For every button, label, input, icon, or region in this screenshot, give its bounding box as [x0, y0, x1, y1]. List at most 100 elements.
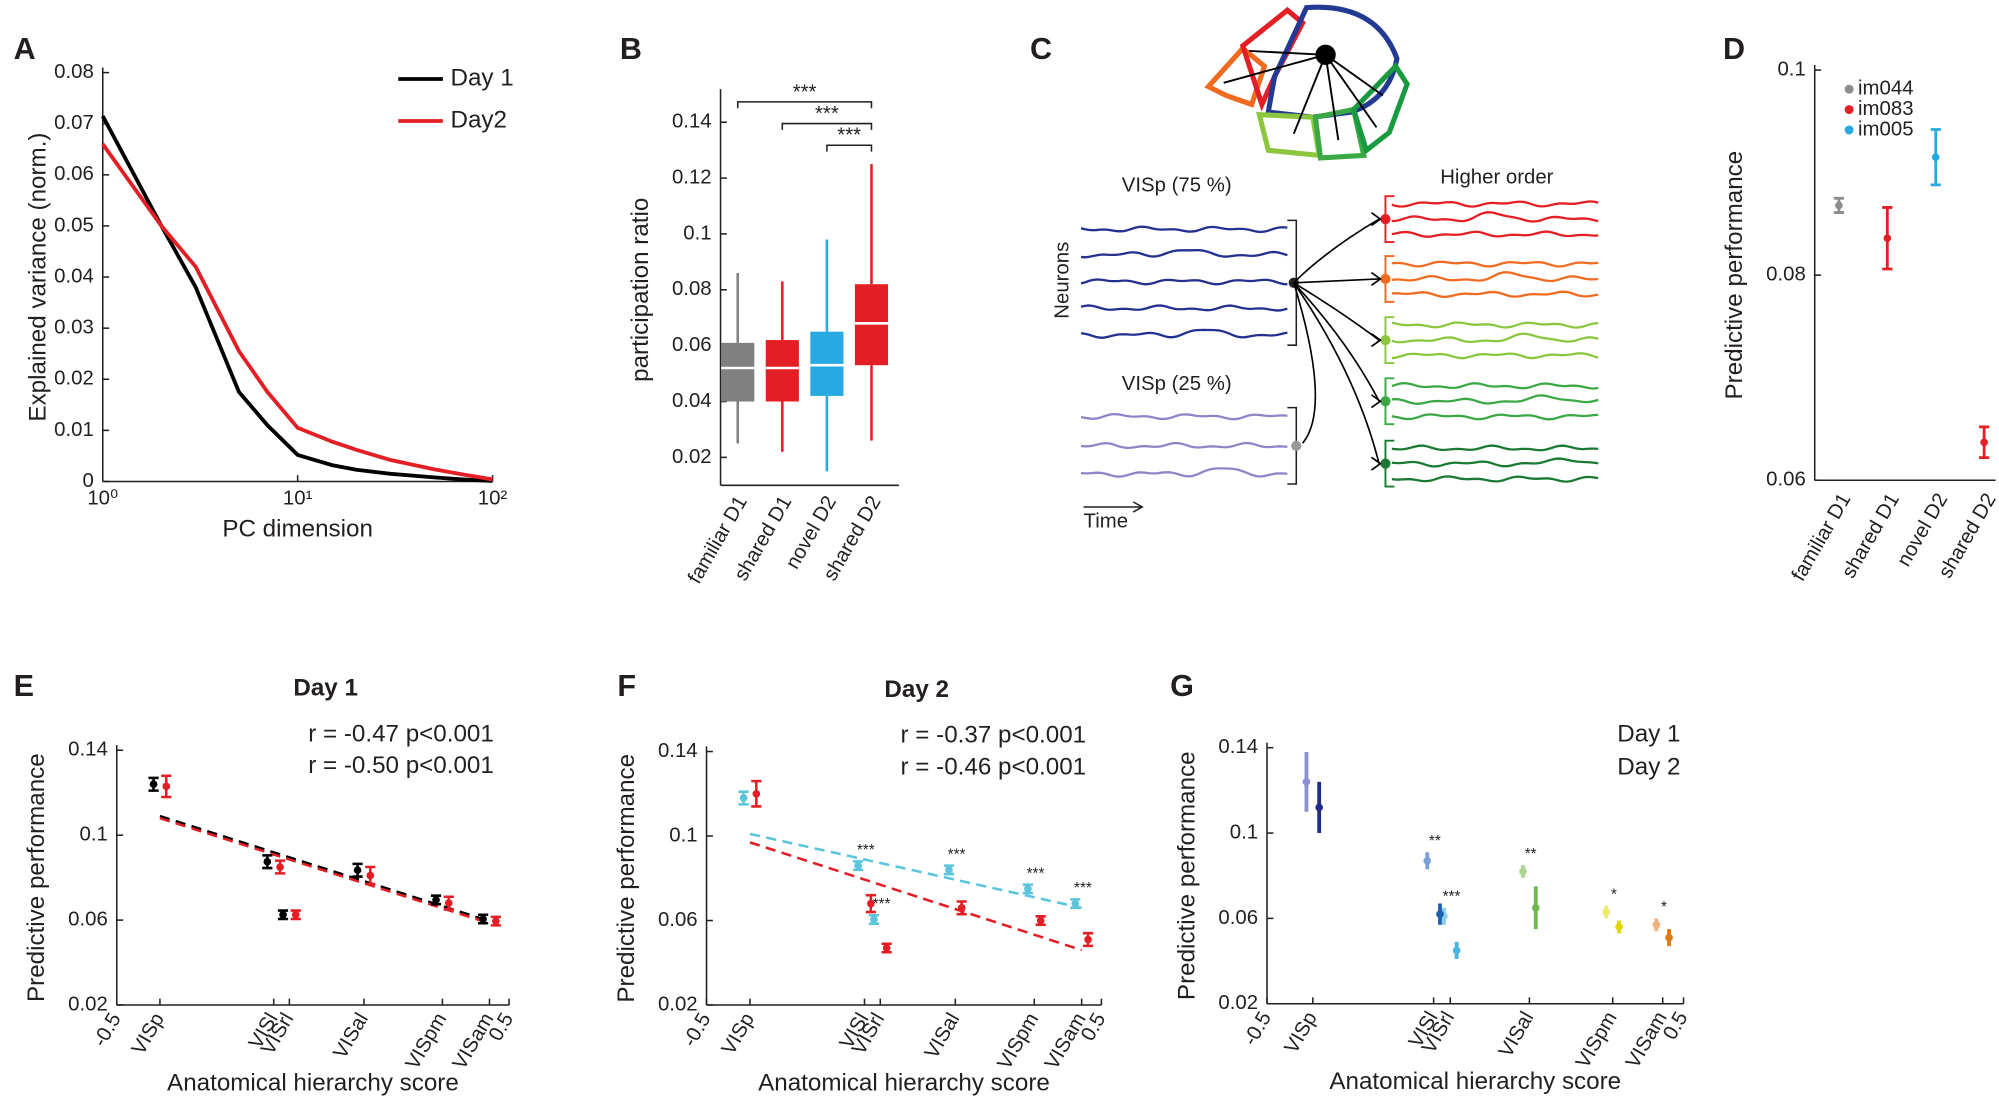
significance-label: ***: [1074, 880, 1092, 897]
annotation: r = -0.50 p<0.001: [308, 752, 494, 779]
point: [279, 910, 287, 919]
y-tick-label: 0.08: [672, 278, 712, 300]
trace: [1391, 457, 1599, 468]
diagram-c: C VISp (75 %) Higher order Neurons VISp …: [1030, 4, 1599, 533]
y-tick-label: 0.03: [54, 317, 94, 339]
y-axis-label: Predictive performance: [613, 754, 640, 1003]
legend-label: im044: [1858, 78, 1914, 100]
x-tick-label: -0.5: [89, 1009, 126, 1050]
point: [854, 861, 862, 870]
significance-label: ***: [948, 846, 966, 863]
arrow: [1293, 282, 1380, 341]
significance-label: *: [1661, 899, 1667, 916]
point: [1452, 946, 1461, 955]
significance-label: **: [1429, 833, 1441, 850]
trace: [1080, 412, 1288, 421]
trace: [1391, 352, 1599, 360]
label: Neurons: [1052, 242, 1074, 319]
x-axis-label: Anatomical hierarchy score: [167, 1069, 459, 1096]
point: [1835, 201, 1843, 210]
label: Higher order: [1440, 167, 1553, 189]
x-tick-label: 10²: [478, 488, 508, 510]
area-tick-label: VISp: [1281, 1008, 1322, 1057]
legend-marker: [1844, 105, 1854, 115]
area-tick-label: VISam: [1622, 1008, 1672, 1072]
y-tick-label: 0.02: [672, 446, 712, 468]
significance-label: ***: [837, 125, 861, 147]
node: [1380, 273, 1391, 285]
significance-bracket: [736, 101, 873, 109]
y-tick-label: 0.06: [1218, 907, 1258, 929]
point: [1652, 920, 1661, 929]
line: [101, 115, 493, 483]
trace: [1080, 328, 1288, 339]
area-tick-label: VISpm: [402, 1009, 452, 1073]
point: [432, 896, 440, 904]
trace: [1391, 382, 1599, 390]
point: [1071, 899, 1080, 908]
trace: [1391, 230, 1599, 238]
y-tick-label: 0.04: [54, 265, 94, 287]
node: [1291, 440, 1302, 451]
area-tick-label: VISal: [1495, 1008, 1538, 1061]
y-tick-label: 0.1: [80, 824, 108, 846]
arrow-head: [1370, 456, 1382, 471]
point: [1602, 908, 1611, 916]
trace: [1391, 394, 1599, 405]
y-axis-label: participation ratio: [627, 198, 654, 382]
label: VISp (25 %): [1122, 373, 1232, 395]
significance-bracket: [826, 144, 873, 152]
point: [353, 866, 362, 875]
area-outline: [1256, 111, 1323, 159]
point: [276, 863, 284, 871]
x-axis-label: PC dimension: [222, 515, 373, 542]
y-tick-label: 0.1: [1230, 821, 1258, 843]
trace: [1080, 278, 1288, 286]
y-axis-label: Predictive performance: [1721, 151, 1748, 400]
trace: [1080, 304, 1288, 312]
trace: [1080, 467, 1288, 478]
y-tick-label: 0.08: [1766, 264, 1806, 286]
y-tick-label: 0.06: [658, 909, 698, 931]
panel-letter: C: [1030, 32, 1052, 66]
arrow: [1293, 278, 1380, 284]
point: [263, 857, 272, 866]
y-tick-label: 0.1: [1777, 58, 1805, 80]
y-tick-label: 0.06: [1766, 469, 1806, 491]
y-tick-label: 0.1: [683, 222, 711, 244]
x-tick-label: 10¹: [283, 488, 313, 510]
trace: [1080, 249, 1288, 259]
arrow-head: [1370, 271, 1382, 287]
y-tick-label: 0.01: [54, 419, 94, 441]
fit-line: [159, 816, 490, 925]
point: [945, 866, 953, 874]
trace: [1391, 332, 1599, 344]
annotation: r = -0.47 p<0.001: [308, 720, 494, 747]
point: [1036, 916, 1045, 925]
node: [1380, 213, 1391, 225]
annotation: r = -0.46 p<0.001: [901, 753, 1087, 780]
fit-line: [749, 841, 1083, 952]
area-tick-label: VISp: [718, 1009, 759, 1058]
significance-label: ***: [1027, 865, 1045, 882]
line: [101, 143, 493, 482]
point: [1665, 933, 1673, 942]
significance-label: ***: [1443, 889, 1461, 906]
point: [1980, 438, 1988, 447]
point: [1302, 778, 1311, 786]
label: VISp (75 %): [1122, 174, 1232, 196]
arrow-head: [1370, 333, 1382, 348]
y-tick-label: 0.02: [54, 368, 94, 390]
area-tick-label: VISpm: [1572, 1008, 1622, 1072]
y-tick-label: 0.14: [672, 111, 712, 133]
significance-label: *: [1611, 886, 1617, 903]
panel-letter: F: [617, 669, 636, 703]
point: [1615, 923, 1623, 931]
area-outline: [1350, 62, 1410, 155]
panel-letter: A: [14, 32, 36, 66]
point: [739, 794, 748, 802]
trace: [1391, 444, 1599, 452]
y-tick-label: 0.08: [54, 61, 94, 83]
point: [867, 899, 875, 908]
legend-marker: [1844, 125, 1854, 135]
